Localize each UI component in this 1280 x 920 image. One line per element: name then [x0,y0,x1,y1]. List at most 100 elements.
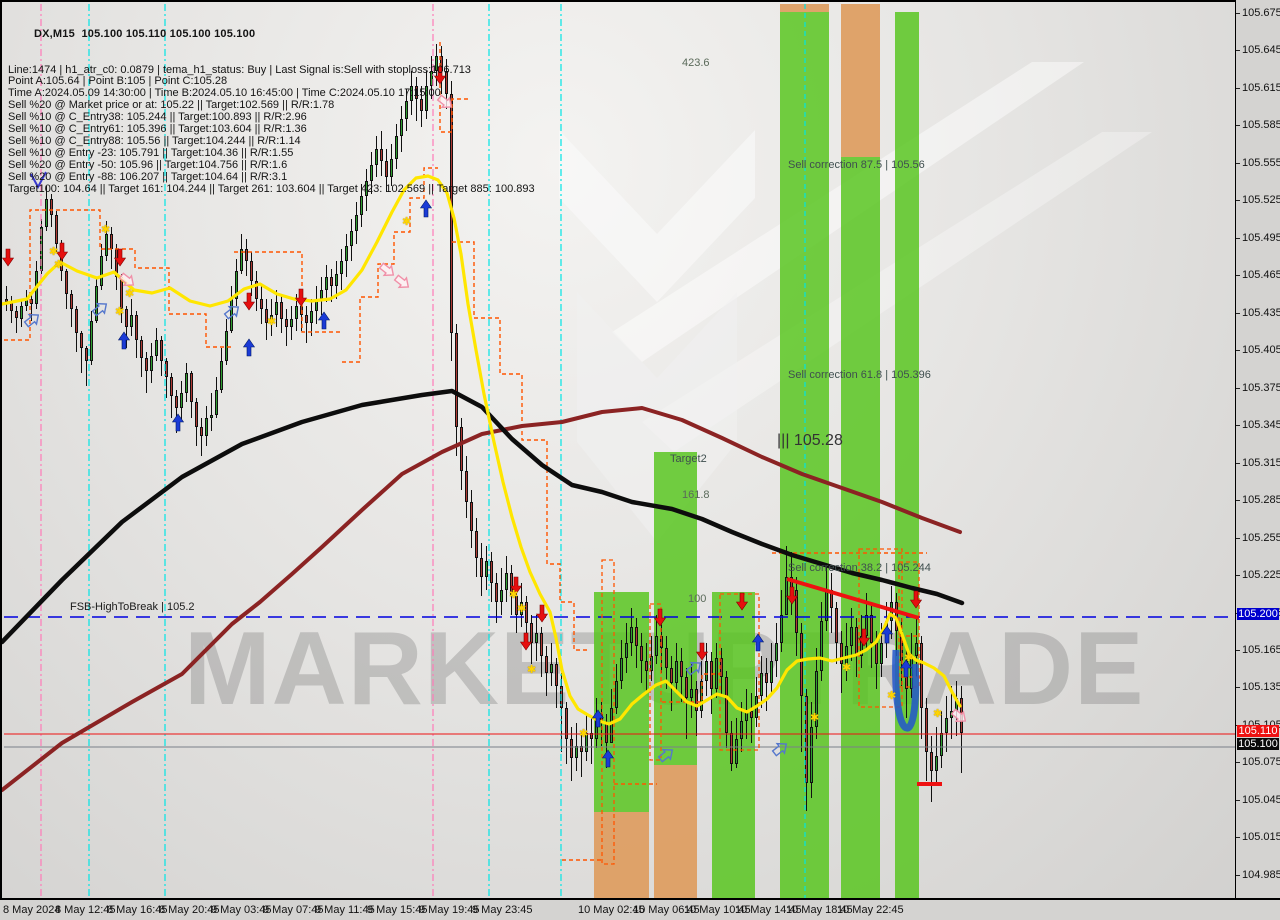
price-tick [1236,537,1240,539]
candle-down [175,395,178,409]
candle-up [860,635,863,656]
candle-up [45,198,48,228]
candle-wick [551,643,552,686]
candle-down [145,358,148,371]
star-signal-icon: ✱ [842,662,852,674]
check-mark-icon [30,171,47,190]
candle-up [810,726,813,784]
time-label: 10 May 06:45 [633,904,700,916]
candle-down [875,643,878,665]
candle-down [285,318,288,328]
candle-wick [591,718,592,765]
price-label: 105.675 [1242,7,1280,19]
time-label: 8 May 12:45 [55,904,116,916]
candle-up [845,645,848,665]
candle-down [170,377,173,396]
candle-down [255,281,258,299]
candle-down [635,627,638,646]
comment-line: Sell %10 @ C_Entry38: 105.244 || Target:… [8,111,307,124]
buy-arrow-icon [419,199,433,218]
candle-down [750,710,753,719]
candle-down [415,86,418,99]
entry-arrow-icon [23,313,40,328]
exit-arrow-icon [950,708,967,723]
candle-down [385,161,388,178]
price-axis[interactable]: 105.675 105.645 105.615 105.585 105.555 105.5… [1235,0,1280,900]
price-tick [1236,125,1240,127]
price-label: 105.165 [1242,643,1280,656]
candle-down [670,668,673,684]
candle-down [545,655,548,674]
candle-wick [671,655,672,711]
candle-down [555,664,558,686]
price-tick [1236,387,1240,389]
candle-wick [306,306,307,344]
time-label: 10 May 18:45 [786,904,853,916]
candle-up [395,136,398,159]
chart-annotation: 161.8 [682,489,710,501]
price-label: 105.555 [1242,156,1280,169]
price-tick [1236,687,1240,689]
candle-up [575,745,578,759]
candle-down [765,673,768,684]
buy-arrow-icon [171,413,185,432]
candle-down [195,402,198,428]
sell-arrow-icon [519,632,533,651]
exit-arrow-icon [118,272,135,287]
candle-up [365,181,368,197]
candle-down [445,71,448,94]
candle-up [505,573,508,590]
candle-down [245,248,248,262]
time-axis[interactable]: 8 May 2024 8 May 12:45 8 May 16:45 8 May 20… [0,898,1280,920]
candle-down [160,339,163,361]
candle-wick [176,389,177,434]
candle-down [515,595,518,615]
candle-down [305,314,308,324]
price-tick [1236,275,1240,277]
candle-down [75,308,78,334]
candle-down [55,214,58,244]
green-zone [841,157,880,900]
candle-down [125,308,128,328]
candle-wick [416,77,417,122]
indicator-overlay [2,4,1237,900]
buy-arrow-icon [242,338,256,357]
candle-down [640,645,643,661]
star-signal-icon: ✱ [810,712,820,724]
candle-down [475,530,478,559]
price-label: 105.225 [1242,569,1280,582]
candle-up [335,273,338,287]
candle-up [535,633,538,644]
candle-wick [601,701,602,746]
candle-down [480,558,483,578]
entry-arrow-icon [657,748,674,763]
price-label: 105.015 [1242,831,1280,844]
candle-up [615,680,618,709]
star-signal-icon: ✱ [517,603,527,615]
candle-down [695,689,698,711]
candle-wick [166,358,167,399]
price-label: 105.645 [1242,44,1280,57]
candle-down [525,602,528,624]
candle-down [665,648,668,669]
candle-wick [211,393,212,431]
candle-up [205,418,208,436]
price-label: 105.615 [1242,81,1280,94]
candle-down [920,643,923,709]
time-label: 9 May 07:45 [263,904,324,916]
entry-arrow-icon [685,661,702,676]
candle-down [140,339,143,359]
price-label: 105.285 [1242,494,1280,507]
sell-arrow-icon [695,642,709,661]
price-tick [1236,874,1240,876]
star-signal-icon: ✱ [933,708,943,720]
candle-up [405,101,408,119]
candle-up [400,118,403,137]
comment-block: DX,M15 105.100 105.110 105.100 105.100 L… [8,5,535,219]
candle-up [370,164,373,182]
candle-up [105,233,108,257]
candle-up [520,602,523,615]
comment-line: Sell %20 @ Entry -50: 105.96 || Target:1… [8,158,288,171]
